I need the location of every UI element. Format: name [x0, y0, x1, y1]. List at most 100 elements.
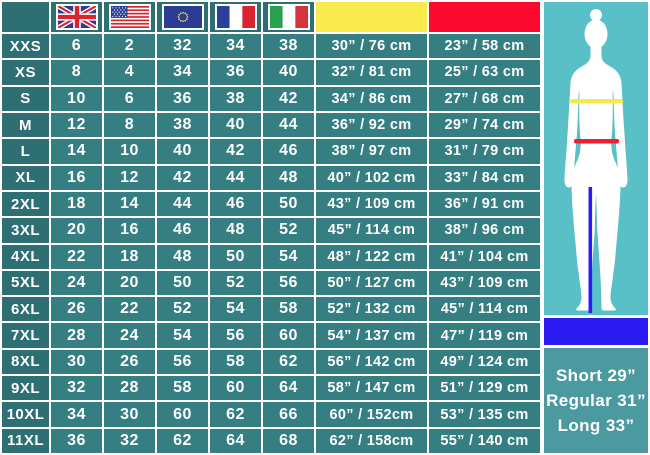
bust-cell: 48” / 122 cm: [316, 244, 427, 269]
waist-column-header: [429, 2, 540, 32]
length-short: Short 29”: [555, 366, 637, 385]
italy-column-header: [263, 2, 314, 32]
waist-cell: 49” / 124 cm: [429, 349, 540, 375]
it-size-cell: 54: [263, 244, 314, 269]
it-size-cell: 38: [263, 34, 314, 59]
waist-cell: 33” / 84 cm: [429, 165, 540, 190]
fr-size-cell: 62: [210, 402, 261, 427]
waist-cell: 31” / 79 cm: [429, 139, 540, 164]
waist-measure-line: [574, 139, 619, 144]
us-size-cell: 26: [104, 349, 155, 375]
length-regular: Regular 31”: [546, 391, 646, 410]
bust-cell: 40” / 102 cm: [316, 165, 427, 190]
size-label-cell: XS: [2, 60, 49, 85]
size-label-cell: M: [2, 112, 49, 138]
bust-cell: 43” / 109 cm: [316, 191, 427, 217]
eu-size-cell: 48: [157, 244, 208, 269]
size-label-cell: 11XL: [2, 428, 49, 453]
bust-cell: 34” / 86 cm: [316, 86, 427, 111]
fr-size-cell: 38: [210, 86, 261, 111]
waist-cell: 43” / 109 cm: [429, 270, 540, 296]
size-label-cell: 5XL: [2, 270, 49, 296]
fr-size-cell: 54: [210, 297, 261, 322]
us-size-cell: 2: [104, 34, 155, 59]
waist-cell: 25” / 63 cm: [429, 60, 540, 85]
fr-size-cell: 60: [210, 376, 261, 401]
waist-cell: 36” / 91 cm: [429, 191, 540, 217]
bust-cell: 60” / 152cm: [316, 402, 427, 427]
size-label-cell: 7XL: [2, 323, 49, 348]
fr-size-cell: 64: [210, 428, 261, 453]
eu-flag-icon: [161, 4, 204, 30]
waist-cell: 45” / 114 cm: [429, 297, 540, 322]
size-label-cell: XL: [2, 165, 49, 190]
us-column-header: [104, 2, 155, 32]
waist-cell: 27” / 68 cm: [429, 86, 540, 111]
uk-size-cell: 16: [51, 165, 102, 190]
uk-size-cell: 8: [51, 60, 102, 85]
us-size-cell: 22: [104, 297, 155, 322]
size-label-cell: 6XL: [2, 297, 49, 322]
uk-size-cell: 32: [51, 376, 102, 401]
fr-size-cell: 36: [210, 60, 261, 85]
us-size-cell: 28: [104, 376, 155, 401]
us-size-cell: 24: [104, 323, 155, 348]
eu-size-cell: 38: [157, 112, 208, 138]
waist-cell: 41” / 104 cm: [429, 244, 540, 269]
size-conversion-table: XXS 6 2 32 34 38 30” / 76 cm 23” / 58 cm…: [2, 2, 540, 453]
eu-size-cell: 42: [157, 165, 208, 190]
us-size-cell: 18: [104, 244, 155, 269]
fr-size-cell: 42: [210, 139, 261, 164]
eu-size-cell: 36: [157, 86, 208, 111]
waist-cell: 29” / 74 cm: [429, 112, 540, 138]
bust-cell: 54” / 137 cm: [316, 323, 427, 348]
size-label-cell: S: [2, 86, 49, 111]
us-size-cell: 32: [104, 428, 155, 453]
bust-cell: 36” / 92 cm: [316, 112, 427, 138]
waist-cell: 51” / 129 cm: [429, 376, 540, 401]
uk-size-cell: 20: [51, 218, 102, 243]
uk-column-header: [51, 2, 102, 32]
uk-size-cell: 24: [51, 270, 102, 296]
eu-size-cell: 52: [157, 297, 208, 322]
measurement-panel: Short 29” Regular 31” Long 33”: [544, 2, 648, 453]
uk-size-cell: 18: [51, 191, 102, 217]
inseam-measure-line: [588, 187, 593, 313]
size-label-cell: 2XL: [2, 191, 49, 217]
it-size-cell: 44: [263, 112, 314, 138]
eu-size-cell: 40: [157, 139, 208, 164]
bust-color-swatch: [316, 2, 427, 32]
eu-size-cell: 34: [157, 60, 208, 85]
it-size-cell: 50: [263, 191, 314, 217]
size-label-cell: 10XL: [2, 402, 49, 427]
eu-size-cell: 56: [157, 349, 208, 375]
size-label-cell: L: [2, 139, 49, 164]
it-size-cell: 40: [263, 60, 314, 85]
it-size-cell: 58: [263, 297, 314, 322]
waist-color-swatch: [429, 2, 540, 32]
uk-size-cell: 26: [51, 297, 102, 322]
us-size-cell: 6: [104, 86, 155, 111]
bust-cell: 56” / 142 cm: [316, 349, 427, 375]
it-size-cell: 64: [263, 376, 314, 401]
us-size-cell: 8: [104, 112, 155, 138]
fr-size-cell: 52: [210, 270, 261, 296]
eu-size-cell: 58: [157, 376, 208, 401]
uk-size-cell: 10: [51, 86, 102, 111]
it-size-cell: 46: [263, 139, 314, 164]
france-flag-icon: [214, 4, 257, 30]
eu-size-cell: 54: [157, 323, 208, 348]
eu-size-cell: 62: [157, 428, 208, 453]
bust-cell: 62” / 158cm: [316, 428, 427, 453]
size-label-cell: 9XL: [2, 376, 49, 401]
inseam-lengths: Short 29” Regular 31” Long 33”: [544, 348, 648, 453]
waist-cell: 53” / 135 cm: [429, 402, 540, 427]
bust-cell: 32” / 81 cm: [316, 60, 427, 85]
bust-cell: 38” / 97 cm: [316, 139, 427, 164]
bust-measure-line: [570, 99, 623, 104]
waist-cell: 23” / 58 cm: [429, 34, 540, 59]
body-figure: [544, 2, 648, 315]
fr-size-cell: 34: [210, 34, 261, 59]
us-size-cell: 16: [104, 218, 155, 243]
italy-flag-icon: [267, 4, 310, 30]
